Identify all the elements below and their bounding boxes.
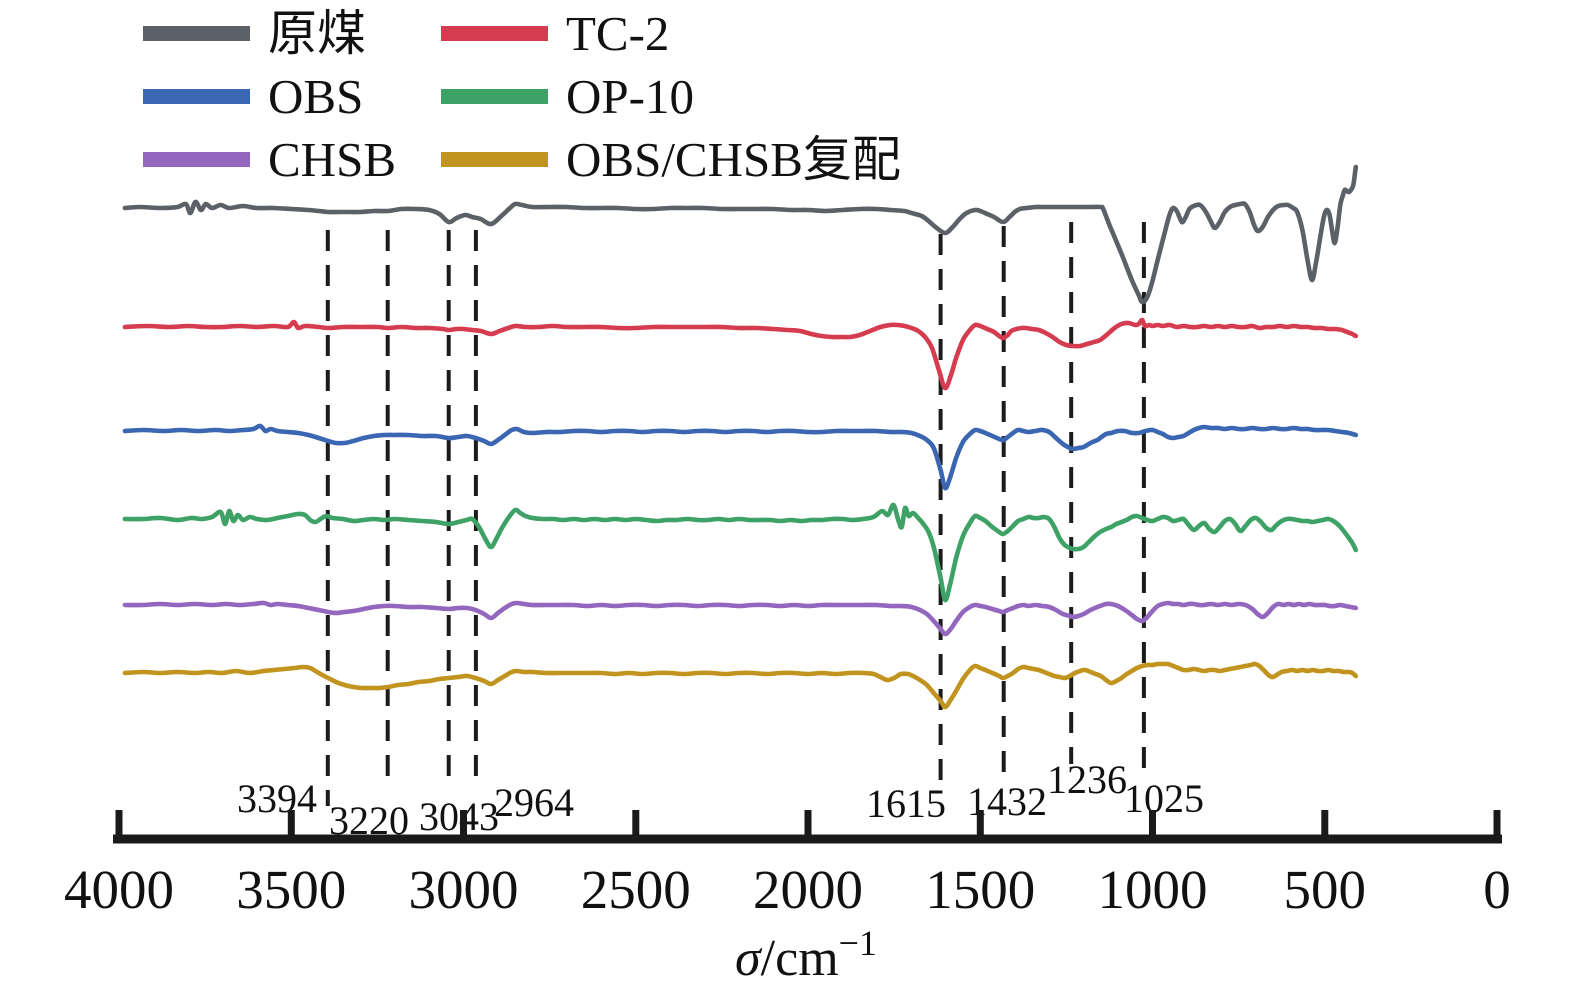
legend-swatch-icon	[441, 89, 548, 104]
spectrum-curve-tc2	[122, 317, 1359, 391]
legend-swatch-icon	[441, 152, 548, 167]
legend: 原煤 TC-2 OBS OP-10 CHSB OBS/CHSB复配	[143, 2, 901, 191]
legend-label: 原煤	[268, 6, 367, 61]
spectrum-curve-obs	[122, 423, 1359, 491]
x-tick-label-3500: 3500	[236, 859, 346, 920]
legend-item-4: CHSB	[143, 128, 441, 191]
spectrum-curve-chsb	[122, 600, 1359, 637]
x-tick-label-2000: 2000	[753, 859, 863, 920]
legend-label: CHSB	[268, 132, 397, 187]
x-tick-label-3000: 3000	[409, 859, 519, 920]
legend-swatch-icon	[143, 89, 250, 104]
peak-label-1236: 1236	[1047, 757, 1127, 802]
x-tick-label-500: 500	[1284, 859, 1367, 920]
legend-label: OBS/CHSB复配	[566, 132, 901, 187]
legend-item-5: OBS/CHSB复配	[441, 128, 901, 191]
legend-label: TC-2	[566, 6, 670, 61]
legend-swatch-icon	[143, 152, 250, 167]
peak-label-3394: 3394	[237, 776, 317, 821]
spectrum-curve-op10	[122, 502, 1359, 603]
peak-label-1615: 1615	[866, 781, 946, 826]
legend-label: OP-10	[566, 69, 694, 124]
x-tick-label-0: 0	[1483, 859, 1511, 920]
x-tick-label-4000: 4000	[64, 859, 174, 920]
x-tick-label-1000: 1000	[1098, 859, 1208, 920]
peak-marker-lines	[325, 222, 1146, 806]
sigma-symbol: σ	[735, 930, 763, 987]
x-axis: 4000 3500 3000 2500 2000 1500 1000 500 0	[64, 810, 1511, 920]
legend-swatch-icon	[441, 26, 548, 41]
x-tick-label-1500: 1500	[925, 859, 1035, 920]
legend-item-2: OBS	[143, 65, 441, 128]
legend-swatch-icon	[143, 26, 250, 41]
unit-exponent: −1	[839, 923, 877, 963]
spectrum-curve-obs-chsb	[122, 661, 1359, 710]
spectrum-curve-raw-coal	[122, 164, 1359, 305]
legend-item-0: 原煤	[143, 2, 441, 65]
legend-item-3: OP-10	[441, 65, 901, 128]
peak-label-1025: 1025	[1124, 776, 1204, 821]
legend-item-1: TC-2	[441, 2, 901, 65]
x-axis-title: σ/cm−1	[735, 923, 877, 987]
legend-label: OBS	[268, 69, 364, 124]
unit-text: /cm	[761, 930, 839, 987]
x-tick-label-2500: 2500	[581, 859, 691, 920]
spectra-curves	[122, 164, 1359, 710]
peak-label-3043: 3043	[419, 794, 499, 839]
peak-label-2964: 2964	[494, 780, 574, 825]
